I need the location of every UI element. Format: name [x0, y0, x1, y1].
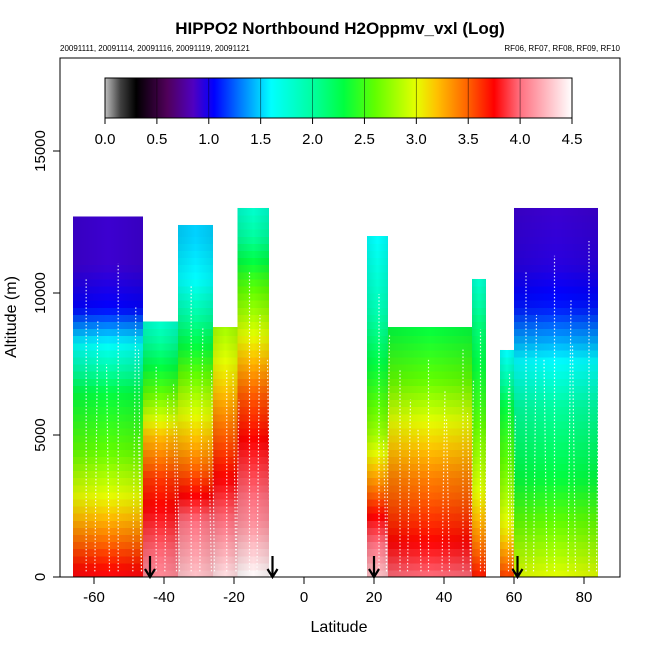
x-axis: -60 -40 -20 0 20 40 60 80 [83, 577, 592, 606]
chart-subtitle-dates: 20091111, 20091114, 20091116, 20091119, … [60, 44, 250, 53]
x-tick-label: -60 [83, 589, 105, 606]
flight-track [494, 452, 500, 572]
arctic-low-profile [500, 349, 514, 578]
flight-track [210, 369, 216, 572]
colorbar-ticks: 0.0 0.5 1.0 1.5 2.0 2.5 3.0 3.5 4.0 4.5 [95, 118, 583, 148]
flight-track [164, 395, 169, 572]
profile-shade [514, 207, 598, 578]
colorbar-tick-label: 4.5 [562, 131, 583, 148]
x-tick-label: 80 [576, 589, 593, 606]
flight-track [256, 314, 261, 572]
y-tick-label: 5000 [32, 418, 49, 451]
colorbar-fill [105, 78, 572, 118]
flight-track [235, 399, 240, 572]
colorbar-tick-label: 3.5 [458, 131, 479, 148]
flight-markers [144, 556, 524, 580]
tropical-north-tower-profile [367, 236, 388, 578]
colorbar-tick-label: 0.5 [146, 131, 167, 148]
tropical-south-plateau-profile [213, 327, 238, 578]
southern-midlat-profile [143, 321, 178, 578]
northern-midlat-tower-profile [472, 278, 486, 578]
flight-track [137, 436, 143, 572]
flight-track [508, 373, 514, 572]
flight-track [207, 439, 213, 572]
flight-track [266, 359, 272, 572]
colorbar-border [104, 77, 573, 119]
flight-track [406, 399, 412, 572]
x-tick-label: 0 [300, 589, 308, 606]
flight-tracks [67, 241, 601, 572]
profile-shade [388, 327, 472, 577]
flight-track [532, 314, 538, 572]
tropical-south-tower-profile [237, 207, 269, 578]
flight-track [441, 389, 446, 572]
y-tick-label: 10000 [32, 272, 49, 314]
profiles-layer [73, 207, 598, 578]
flight-track [199, 326, 204, 572]
flight-track [571, 344, 577, 572]
y-axis: 0 5000 10000 15000 [32, 130, 60, 581]
subtropical-tower-profile [178, 224, 213, 578]
flight-track [445, 419, 451, 572]
x-tick-label: -20 [223, 589, 245, 606]
colorbar-tick-label: 1.0 [198, 131, 219, 148]
flight-track [595, 285, 601, 572]
flight-track [483, 365, 489, 572]
arctic-high-profile [514, 207, 598, 578]
y-tick-label: 15000 [32, 130, 49, 172]
flight-track [511, 415, 517, 572]
colorbar-tick-label: 1.5 [250, 131, 271, 148]
flight-track [232, 373, 237, 572]
chart-title: HIPPO2 Northbound H2Oppmv_vxl (Log) [175, 19, 505, 38]
x-axis-label: Latitude [311, 619, 368, 636]
colorbar-tick-label: 0.0 [95, 131, 116, 148]
colorbar-tick-label: 2.0 [302, 131, 323, 148]
colorbar-tick-label: 2.5 [354, 131, 375, 148]
flight-track [361, 389, 367, 572]
y-tick-label: 0 [32, 573, 49, 581]
flight-track [469, 379, 475, 572]
chart-subtitle-flights: RF06, RF07, RF08, RF09, RF10 [504, 44, 620, 53]
colorbar-tick-label: 3.0 [406, 131, 427, 148]
northern-subtropic-profile [388, 327, 472, 578]
colorbar: 0.0 0.5 1.0 1.5 2.0 2.5 3.0 3.5 4.0 4.5 [95, 77, 583, 148]
flight-track [417, 429, 422, 572]
flight-track [105, 364, 111, 572]
x-tick-label: 20 [366, 589, 383, 606]
profile-shade [472, 278, 486, 577]
profile-shade [73, 216, 143, 577]
x-tick-label: -40 [153, 589, 175, 606]
flight-track [67, 378, 73, 572]
y-axis-label: Altitude (m) [3, 276, 20, 358]
x-tick-label: 40 [436, 589, 453, 606]
profile-shade [213, 327, 238, 577]
profile-shade [178, 224, 213, 577]
profile-shade [237, 207, 269, 578]
flight-track [382, 439, 388, 572]
x-tick-label: 60 [506, 589, 523, 606]
southern-ocean-profile [73, 216, 143, 578]
flight-track [385, 335, 391, 572]
profile-shade [143, 321, 178, 577]
flight-track [132, 306, 137, 572]
colorbar-dividers [156, 78, 521, 118]
profile-shade [367, 236, 388, 577]
colorbar-tick-label: 4.0 [510, 131, 531, 148]
plot-frame [59, 57, 621, 578]
flight-track [543, 359, 548, 572]
